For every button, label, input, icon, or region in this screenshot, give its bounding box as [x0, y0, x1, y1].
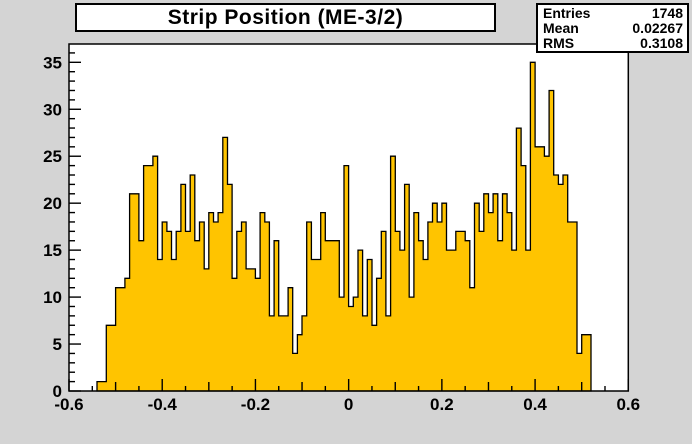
- stats-box: Entries 1748 Mean 0.02267 RMS 0.3108: [536, 3, 689, 53]
- axis-tick-label: 0: [53, 382, 62, 401]
- axis-tick-label: 25: [43, 147, 62, 166]
- stats-label: RMS: [543, 35, 575, 51]
- axis-tick-label: 30: [43, 100, 62, 119]
- axis-tick-label: -0.4: [148, 395, 178, 414]
- stats-label: Entries: [543, 5, 591, 21]
- stats-row-entries: Entries 1748: [543, 6, 683, 21]
- stats-row-rms: RMS 0.3108: [543, 36, 683, 51]
- stats-value: 1748: [651, 5, 683, 21]
- stats-value: 0.3108: [640, 35, 683, 51]
- axis-tick-label: 0.2: [430, 395, 454, 414]
- axis-tick-label: 0.6: [616, 395, 640, 414]
- axis-tick-label: -0.2: [241, 395, 270, 414]
- axis-tick-label: -0.6: [54, 395, 83, 414]
- axis-tick-label: 10: [43, 288, 62, 307]
- stats-row-mean: Mean 0.02267: [543, 21, 683, 36]
- title-box: Strip Position (ME-3/2): [75, 3, 496, 32]
- histogram-bars: [96, 61, 592, 392]
- axis-tick-label: 20: [43, 194, 62, 213]
- axis-tick-label: 0.4: [523, 395, 547, 414]
- plot-title: Strip Position (ME-3/2): [167, 5, 404, 29]
- stats-value: 0.02267: [632, 20, 683, 36]
- axis-tick-label: 0: [344, 395, 353, 414]
- axis-tick-label: 15: [43, 241, 62, 260]
- axis-tick-label: 35: [43, 53, 62, 72]
- stats-label: Mean: [543, 20, 579, 36]
- axis-tick-label: 5: [53, 335, 62, 354]
